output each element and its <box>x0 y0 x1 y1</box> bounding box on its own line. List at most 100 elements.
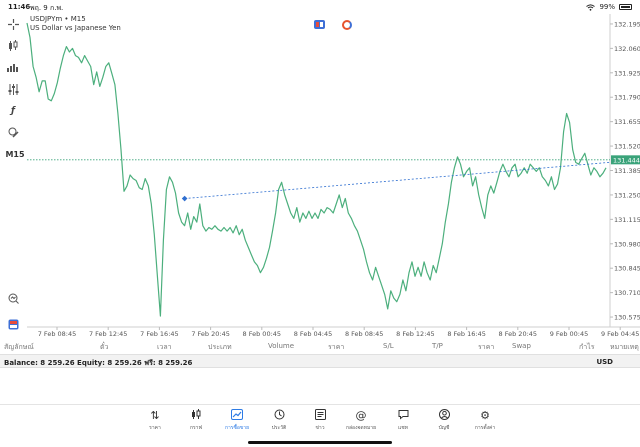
one-click-trading-icon[interactable] <box>4 316 22 332</box>
y-tick-label: 131.655 <box>614 118 640 126</box>
symbol-description: US Dollar vs Japanese Yen <box>30 24 121 32</box>
y-tick-label: 130.980 <box>614 240 640 248</box>
chart-badges <box>314 20 352 30</box>
price-chart[interactable]: 132.195 132.060 131.925 131.790 131.655 131.5… <box>0 0 640 340</box>
nav-history[interactable]: ประวัติ <box>259 409 299 432</box>
wifi-icon <box>586 3 596 11</box>
y-axis: 132.195 132.060 131.925 131.790 131.655 131.5… <box>610 20 640 322</box>
price-series-line <box>26 22 607 317</box>
battery-icon <box>619 4 632 10</box>
trade-table-header: สัญลักษณ์ ตั๋ว เวลา ประเภท Volume ราคา S… <box>0 340 640 352</box>
home-indicator <box>248 441 392 444</box>
status-date: พฤ. 9 ก.พ. <box>30 4 64 12</box>
x-tick-label: 7 Feb 08:45 <box>38 330 77 338</box>
current-price-tag <box>611 155 640 165</box>
nav-trade[interactable]: การซื้อขาย <box>217 409 257 432</box>
col-sl[interactable]: S/L <box>383 342 394 350</box>
indicators-candles-icon[interactable] <box>4 37 22 53</box>
mailbox-icon: @ <box>355 409 367 422</box>
history-icon <box>259 409 299 423</box>
col-volume[interactable]: Volume <box>268 342 295 350</box>
x-tick-label: 8 Feb 00:45 <box>243 330 282 338</box>
y-tick-label: 132.060 <box>614 45 640 53</box>
nav-label: การตั้งค่า <box>474 425 496 431</box>
col-ticket[interactable]: ตั๋ว <box>100 343 109 351</box>
x-tick-label: 8 Feb 16:45 <box>447 330 486 338</box>
col-comment[interactable]: หมายเหตุ <box>610 343 639 351</box>
y-tick-label: 130.710 <box>614 289 640 297</box>
x-tick-label: 7 Feb 12:45 <box>89 330 128 338</box>
balance-text: Balance: 8 259.26 Equity: 8 259.26 ฟรี: … <box>4 359 193 367</box>
y-tick-label: 131.790 <box>614 94 640 102</box>
timeframe-button[interactable]: M15 <box>5 149 25 159</box>
nav-quotes[interactable]: ⇅ ราคา <box>135 409 175 432</box>
function-icon[interactable]: ƒ <box>11 106 15 116</box>
col-profit[interactable]: กำไร <box>579 343 595 351</box>
bar-chart-icon[interactable] <box>4 59 22 75</box>
x-tick-label: 7 Feb 16:45 <box>140 330 179 338</box>
nav-label: ข่าว <box>315 425 325 431</box>
nav-settings[interactable]: ⚙ การตั้งค่า <box>465 409 505 432</box>
y-tick-label: 131.385 <box>614 167 640 175</box>
current-price-label: 131.444 <box>613 156 640 164</box>
nav-label: กล่องจดหมาย <box>345 425 377 431</box>
nav-account[interactable]: บัญชี <box>424 409 464 432</box>
news-icon <box>300 409 340 423</box>
x-tick-label: 8 Feb 08:45 <box>345 330 384 338</box>
nav-chat[interactable]: แชท <box>383 409 423 432</box>
x-tick-label: 9 Feb 00:45 <box>550 330 589 338</box>
col-symbol[interactable]: สัญลักษณ์ <box>4 343 34 351</box>
col-time[interactable]: เวลา <box>157 343 172 351</box>
col-price[interactable]: ราคา <box>478 343 495 351</box>
crosshair-icon[interactable] <box>4 16 22 32</box>
chat-icon <box>383 409 423 423</box>
chart-title: USDJPYm • M15 US Dollar vs Japanese Yen <box>30 15 121 33</box>
x-tick-label: 7 Feb 20:45 <box>191 330 230 338</box>
col-type[interactable]: ประเภท <box>208 343 232 351</box>
status-right: 99% <box>586 3 632 11</box>
plot-area: 131.444 <box>26 22 640 317</box>
nav-label: การซื้อขาย <box>224 425 250 431</box>
chart-toolbar: ƒ M15 <box>0 12 26 337</box>
y-tick-label: 131.520 <box>614 143 640 151</box>
trade-history-line <box>184 159 640 199</box>
nav-label: ประวัติ <box>271 425 287 431</box>
status-bar: 11:46 พฤ. 9 ก.พ. 99% <box>0 0 640 13</box>
nav-news[interactable]: ข่าว <box>300 409 340 432</box>
x-axis: 7 Feb 08:45 7 Feb 12:45 7 Feb 16:45 7 Feb 2… <box>38 327 640 338</box>
y-tick-label: 131.250 <box>614 191 640 199</box>
col-swap[interactable]: Swap <box>512 342 531 350</box>
y-tick-label: 131.925 <box>614 69 640 77</box>
market-status-icon[interactable] <box>342 20 352 30</box>
x-tick-label: 8 Feb 20:45 <box>499 330 538 338</box>
balance-row: Balance: 8 259.26 Equity: 8 259.26 ฟรี: … <box>0 354 640 368</box>
bottom-nav: ⇅ ราคา กราฟ การซื้อขาย ประวัติ ข่าว <box>0 404 640 447</box>
draw-objects-icon[interactable] <box>4 124 22 140</box>
arrows-updown-icon: ⇅ <box>150 409 160 422</box>
nav-label: ราคา <box>149 425 161 431</box>
nav-label: แชท <box>398 425 408 431</box>
trade-panel-icon[interactable] <box>314 20 325 29</box>
nav-mailbox[interactable]: @ กล่องจดหมาย <box>341 409 381 432</box>
trade-entry-marker[interactable] <box>181 195 188 202</box>
nav-chart[interactable]: กราฟ <box>176 409 216 432</box>
nav-label: กราฟ <box>189 425 203 431</box>
status-time: 11:46 <box>8 3 31 11</box>
settings-sliders-icon[interactable] <box>4 81 22 97</box>
battery-percent: 99% <box>599 3 615 11</box>
x-tick-label: 9 Feb 04:45 <box>601 330 640 338</box>
x-tick-label: 8 Feb 04:45 <box>294 330 333 338</box>
y-tick-label: 130.845 <box>614 265 640 273</box>
symbol-timeframe-label: USDJPYm • M15 <box>30 15 86 23</box>
col-open-price[interactable]: ราคา <box>328 343 345 351</box>
col-tp[interactable]: T/P <box>432 342 443 350</box>
account-icon <box>424 409 464 423</box>
x-tick-label: 8 Feb 12:45 <box>396 330 435 338</box>
y-tick-label: 132.195 <box>614 20 640 28</box>
trade-chart-icon <box>217 409 257 423</box>
nav-label: บัญชี <box>438 425 450 431</box>
zoom-icon[interactable] <box>4 290 22 306</box>
y-tick-label: 131.115 <box>614 216 640 224</box>
gear-icon: ⚙ <box>480 409 490 422</box>
